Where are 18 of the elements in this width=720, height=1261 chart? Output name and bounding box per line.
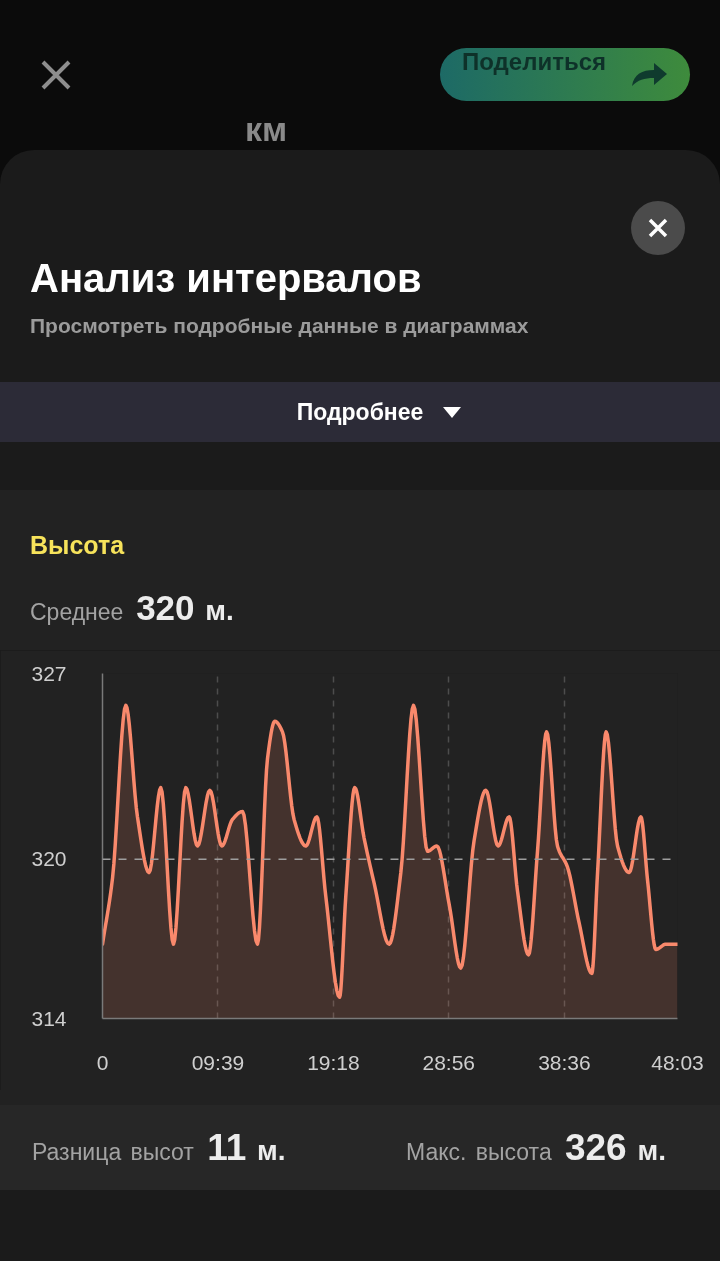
x-tick-label: 28:56 (422, 1050, 476, 1074)
x-tick-label: 09:39 (191, 1050, 245, 1074)
chart-subtitle: Среднее 320 м. (30, 588, 234, 627)
text: Подробнее (296, 398, 424, 426)
x-tick-label: 19:18 (307, 1050, 360, 1074)
y-tick-label: 327 (31, 661, 67, 685)
text: Разница высот 11 м. (32, 1127, 286, 1168)
text: Макс. высота 326 м. (406, 1127, 666, 1168)
y-tick-label: 320 (31, 847, 67, 871)
text: Просмотреть подробные данные в диаграммах (30, 314, 529, 339)
x-tick-label: 38:36 (538, 1050, 591, 1074)
chart-title: Высота (30, 531, 125, 561)
text: Поделиться (462, 48, 607, 77)
text: км (245, 110, 288, 148)
x-tick-label: 0 (96, 1050, 109, 1074)
x-tick-label: 48:03 (651, 1050, 704, 1074)
y-tick-label: 314 (31, 1006, 67, 1030)
text: Анализ интервалов (30, 256, 422, 302)
